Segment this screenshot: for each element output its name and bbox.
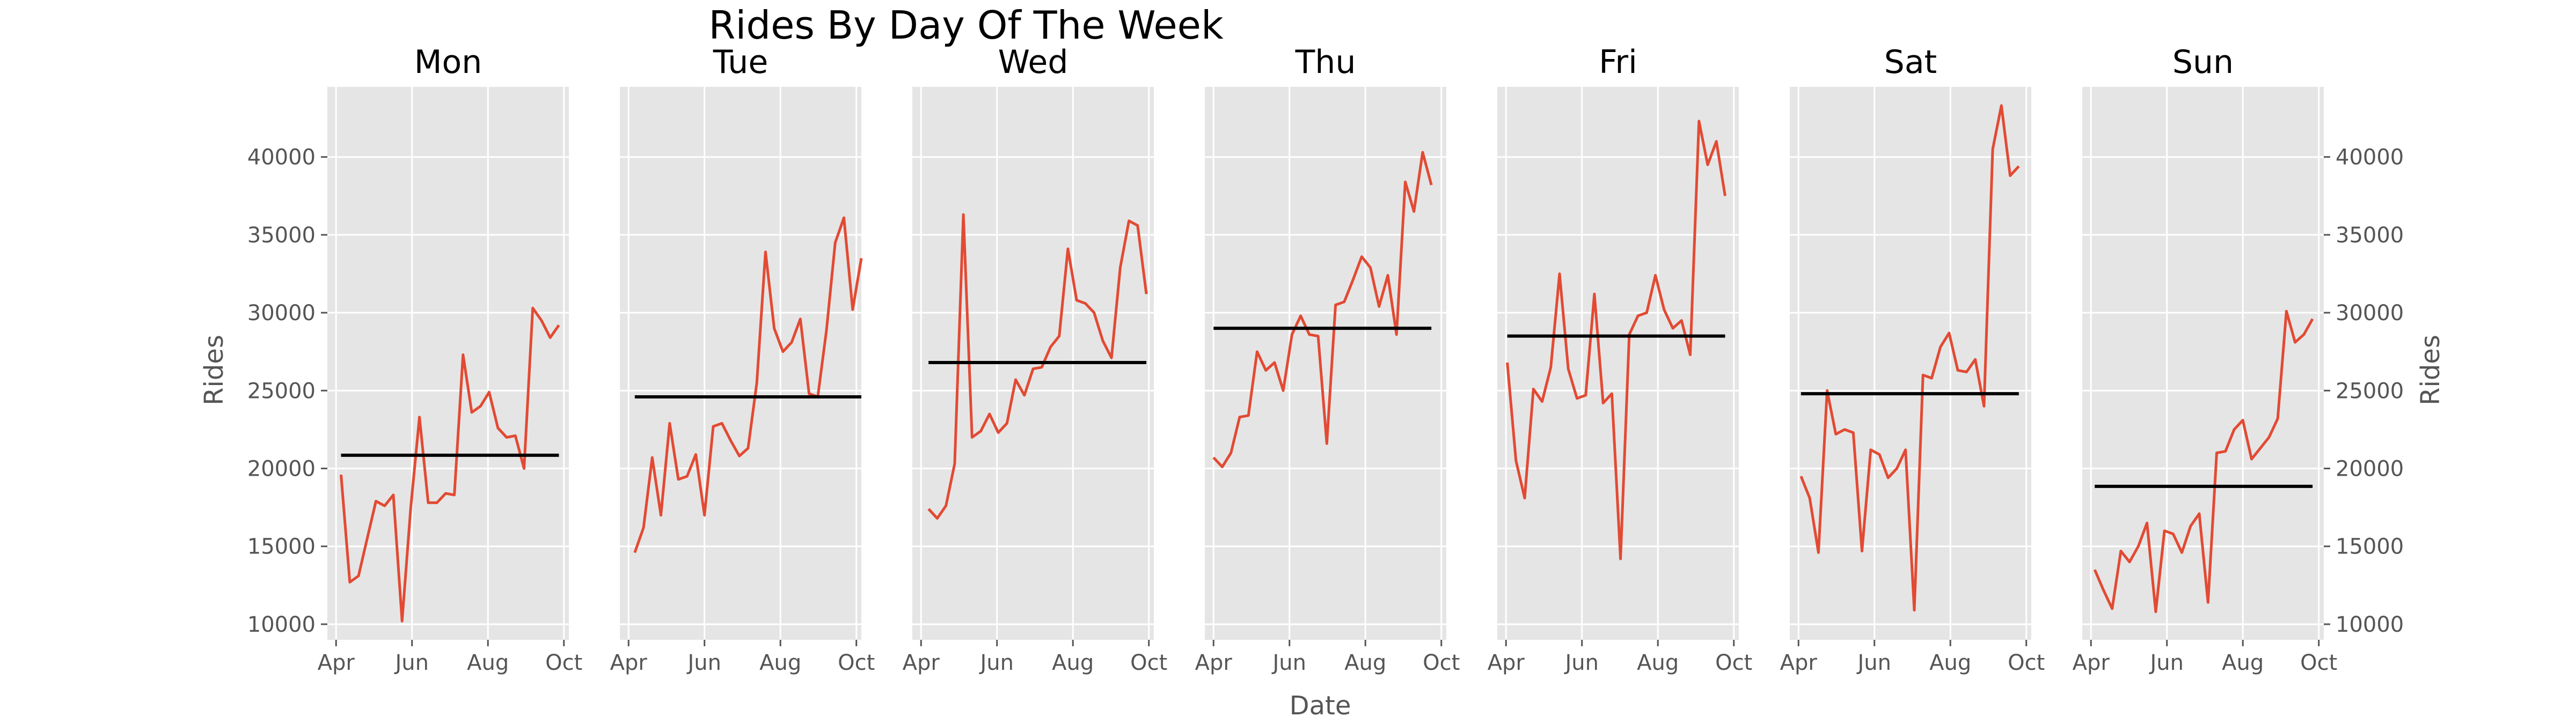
panel-title-tue: Tue (713, 43, 768, 81)
y-tick-label-left: 15000 (247, 535, 316, 559)
x-tick-label: Apr (318, 651, 355, 675)
y-tick-label-right: 40000 (2336, 145, 2404, 170)
x-tick-label: Apr (1195, 651, 1233, 675)
panel-background (1497, 87, 1739, 640)
y-tick-label-right: 30000 (2336, 301, 2404, 326)
x-axis-label: Date (1290, 691, 1351, 721)
y-tick-label-left: 40000 (247, 145, 316, 170)
panel-title-thu: Thu (1295, 43, 1356, 81)
series-line-fri (1506, 120, 1726, 560)
x-tick-label: Oct (1715, 651, 1752, 675)
x-tick-label: Aug (759, 651, 801, 675)
x-tick-label: Jun (1856, 651, 1891, 675)
x-tick-label: Jun (1563, 651, 1599, 675)
panel-background (620, 87, 861, 640)
x-tick-label: Aug (1344, 651, 1386, 675)
y-tick-label-left: 10000 (247, 612, 316, 637)
series-line-mon (340, 306, 560, 623)
panel-thu: Thu Apr Jun Aug Oct (1195, 43, 1460, 675)
panel-title-wed: Wed (998, 43, 1069, 81)
x-tick-label: Aug (1929, 651, 1971, 675)
x-tick-label: Oct (838, 651, 875, 675)
x-tick-label: Oct (2300, 651, 2337, 675)
panels-group: Mon Apr Jun Aug Oct 10000 15000 20000 25000 30000… (247, 43, 2404, 675)
x-tick-label: Oct (1423, 651, 1460, 675)
panel-tue: Tue Apr Jun Aug Oct (610, 43, 875, 675)
series-line-thu (1212, 151, 1433, 469)
figure-title: Rides By Day Of The Week (708, 3, 1224, 48)
x-tick-label: Apr (903, 651, 940, 675)
x-tick-label: Apr (610, 651, 648, 675)
y-axis-label-right: Rides (2416, 335, 2446, 405)
x-tick-label: Oct (2008, 651, 2045, 675)
y-tick-label-right: 25000 (2336, 379, 2404, 403)
panel-background (1205, 87, 1446, 640)
y-axis-label-left: Rides (199, 335, 229, 405)
series-line-sun (2093, 309, 2314, 614)
y-tick-label-right: 35000 (2336, 223, 2404, 248)
y-tick-label-right: 15000 (2336, 535, 2404, 559)
x-tick-label: Jun (686, 651, 721, 675)
panel-title-fri: Fri (1599, 43, 1637, 81)
x-tick-label: Jun (2148, 651, 2184, 675)
y-tick-label-left: 20000 (247, 457, 316, 482)
panel-sat: Sat Apr Jun Aug Oct (1780, 43, 2045, 675)
x-tick-label: Oct (1130, 651, 1167, 675)
panel-title-sat: Sat (1884, 43, 1937, 81)
x-tick-label: Aug (467, 651, 509, 675)
y-tick-label-left: 35000 (247, 223, 316, 248)
series-line-sat (1799, 104, 2020, 612)
series-line-wed (927, 213, 1148, 520)
x-tick-label: Apr (1780, 651, 1818, 675)
panel-wed: Wed Apr Jun Aug Oct (903, 43, 1168, 675)
x-tick-label: Apr (1488, 651, 1525, 675)
x-tick-label: Aug (1637, 651, 1679, 675)
x-tick-label: Jun (978, 651, 1014, 675)
panel-title-mon: Mon (414, 43, 482, 81)
panel-fri: Fri Apr Jun Aug Oct (1488, 43, 1753, 675)
x-tick-label: Jun (1271, 651, 1306, 675)
y-tick-label-left: 30000 (247, 301, 316, 326)
panel-title-sun: Sun (2172, 43, 2234, 81)
x-tick-label: Jun (393, 651, 429, 675)
x-tick-label: Aug (2222, 651, 2264, 675)
x-tick-label: Aug (1052, 651, 1094, 675)
x-tick-label: Apr (2073, 651, 2110, 675)
y-tick-label-right: 20000 (2336, 457, 2404, 482)
x-tick-label: Oct (545, 651, 582, 675)
panel-mon: Mon Apr Jun Aug Oct 10000 15000 20000 25000 30000… (247, 43, 583, 675)
y-tick-label-left: 25000 (247, 379, 316, 403)
panel-sun: Sun Apr Jun Aug Oct 10000 15000 20000 25000 30000… (2073, 43, 2404, 675)
y-tick-label-right: 10000 (2336, 612, 2404, 637)
series-line-tue (633, 216, 863, 553)
